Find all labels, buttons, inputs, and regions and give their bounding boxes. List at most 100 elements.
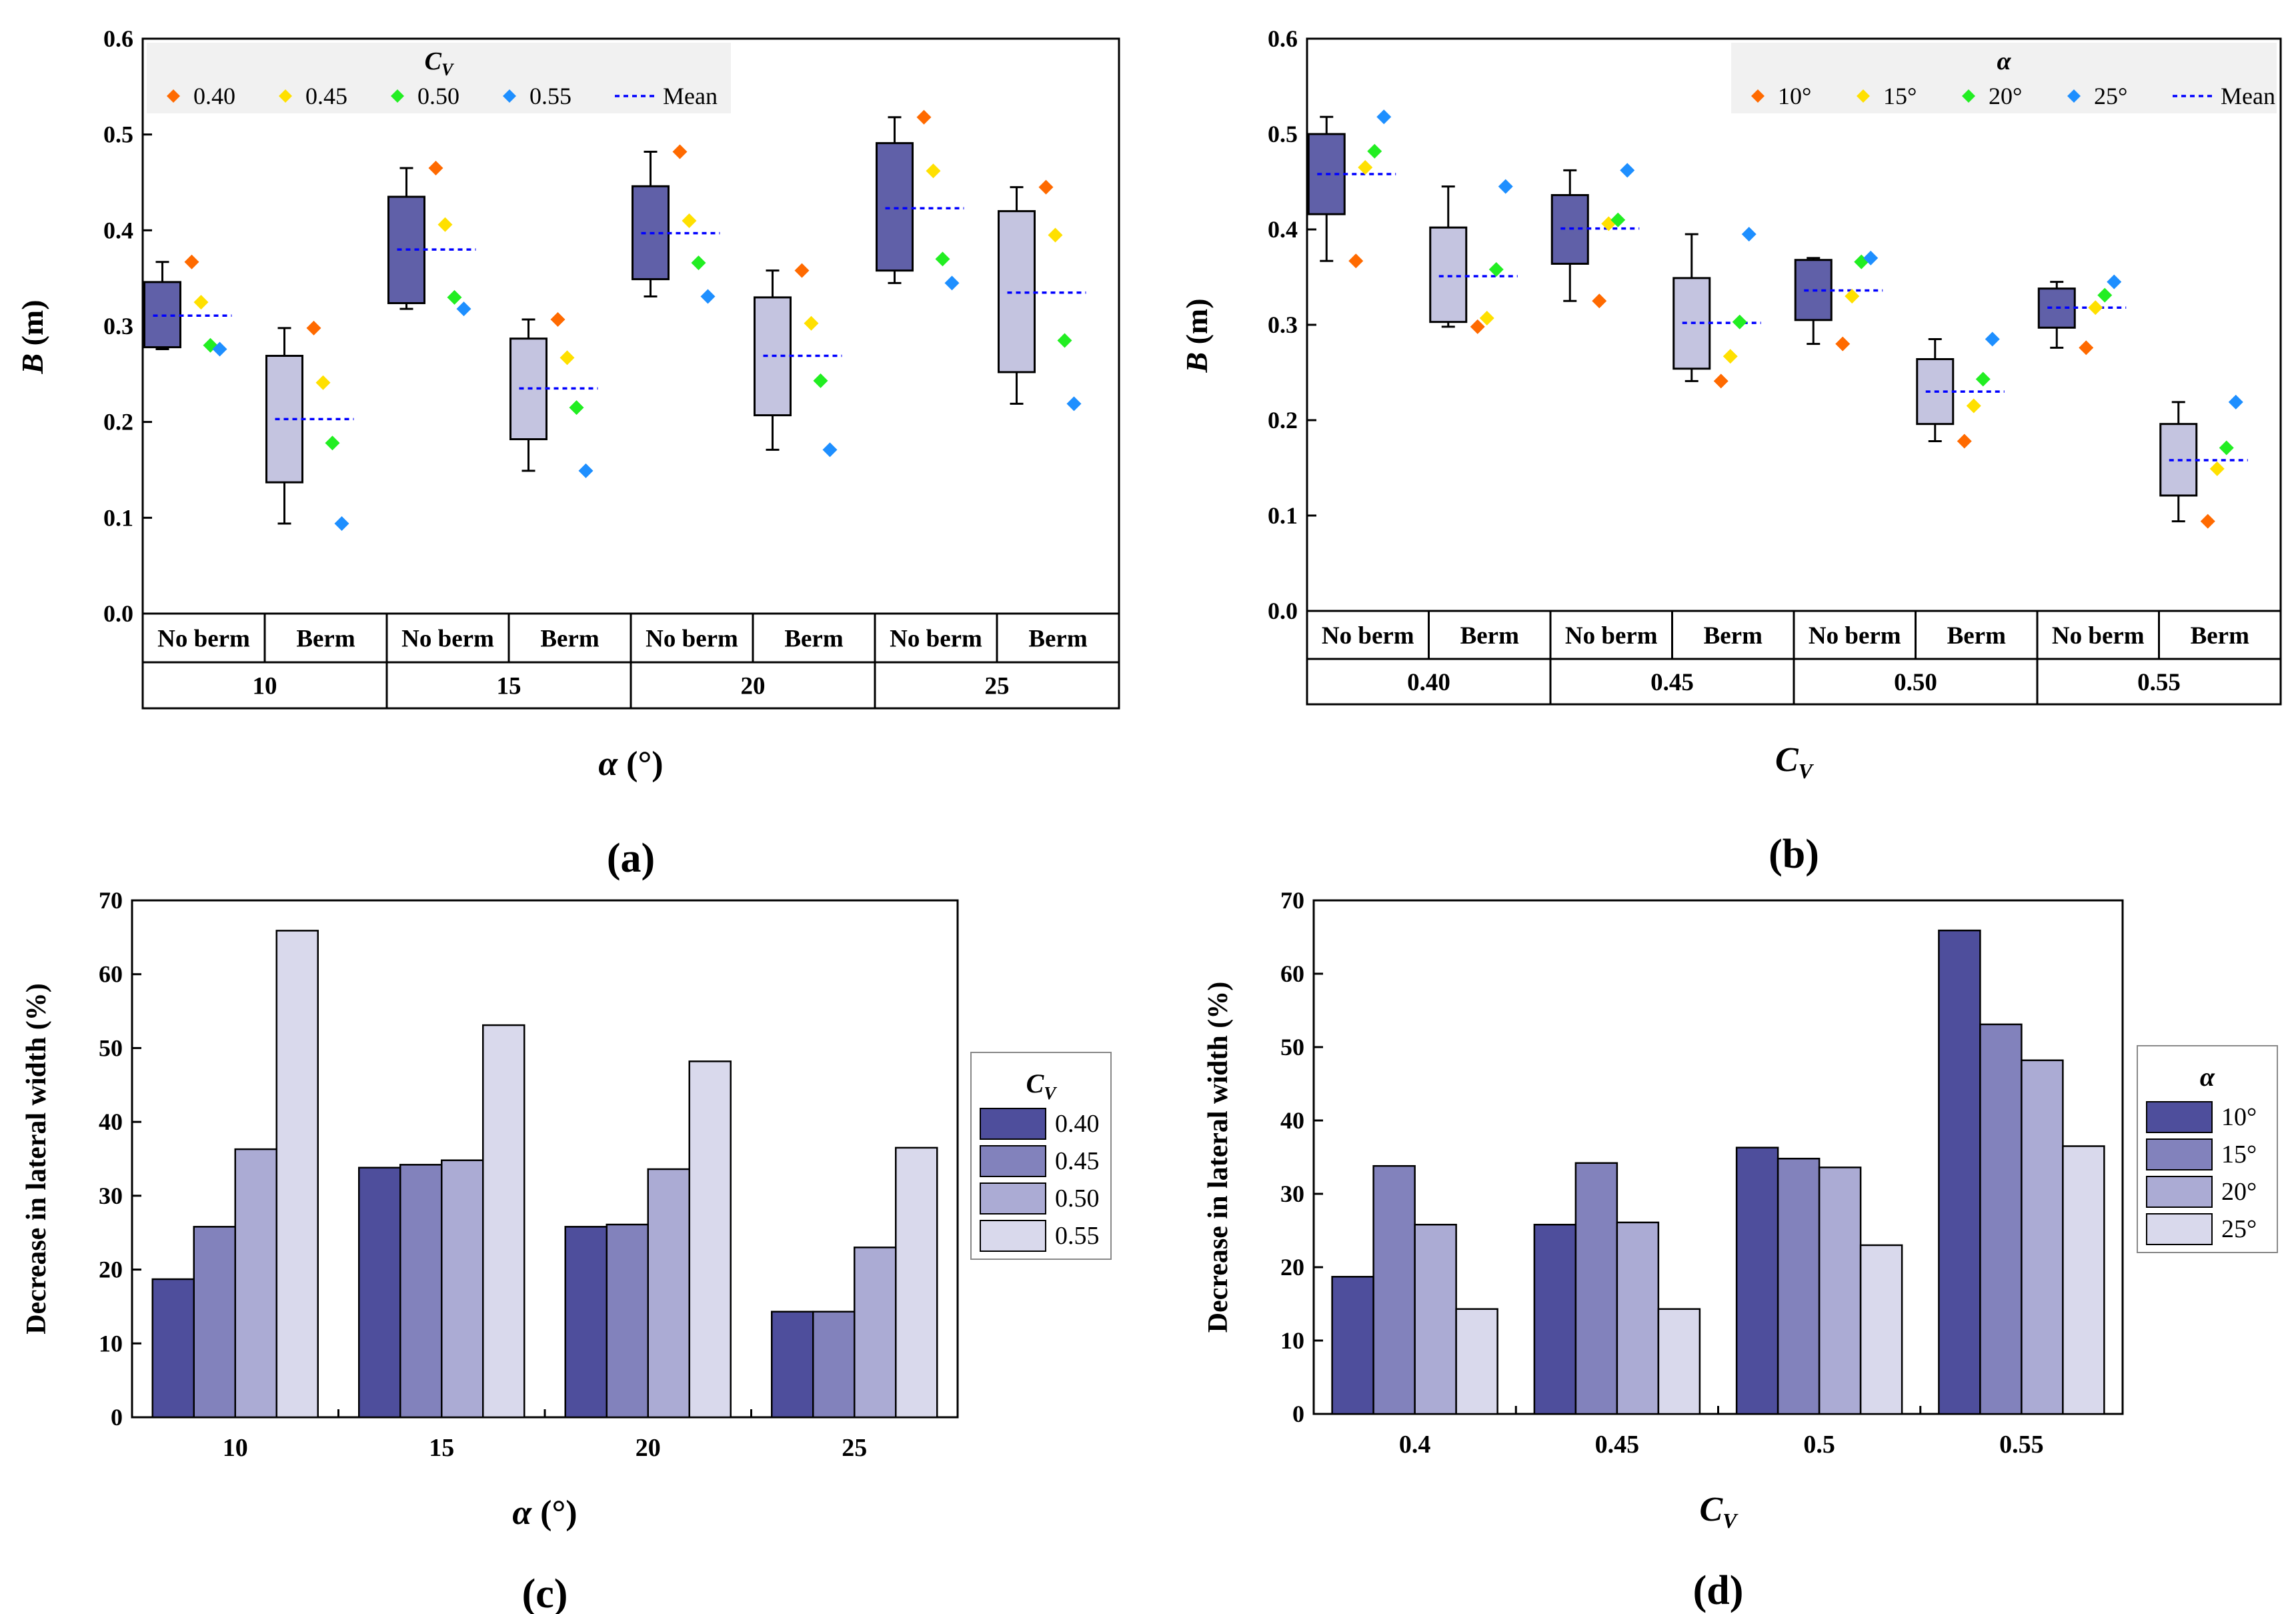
bar-0.45-25° [1657, 1308, 1701, 1415]
data-point [926, 163, 941, 179]
bar-15-0.55 [482, 1024, 525, 1419]
y-tick-label: 0.4 [103, 217, 133, 243]
legend-entry: 0.55 [529, 83, 571, 109]
legend-marker [1751, 89, 1765, 103]
data-point [813, 373, 828, 388]
bar-20-0.55 [688, 1060, 732, 1419]
x-tick-label: 0.45 [1595, 1431, 1640, 1459]
data-point [672, 144, 688, 159]
bar-0.4-15° [1372, 1164, 1416, 1415]
data-point [2097, 287, 2113, 303]
data-point [2219, 440, 2234, 456]
legend-entry: 15° [1883, 83, 1917, 109]
x-axis-label-a: α (°) [598, 745, 663, 783]
data-point [447, 289, 462, 305]
bar-0.4-20° [1414, 1223, 1457, 1415]
legend-swatch [2146, 1176, 2213, 1208]
x-tick-label: 20 [636, 1434, 661, 1462]
panel-label-b: (b) [1769, 832, 1819, 877]
bar-20-0.40 [564, 1226, 608, 1419]
subgroup-label: No berm [1565, 622, 1658, 650]
x-axis-label-b: CV [1775, 741, 1815, 783]
y-tick-label: 0.2 [103, 409, 133, 436]
data-point [1488, 262, 1504, 277]
y-tick-label: 0.1 [1268, 502, 1298, 529]
legend-entry: 10° [1778, 83, 1811, 109]
data-point [559, 350, 575, 365]
data-point [212, 341, 227, 357]
bar-25-0.40 [771, 1311, 814, 1419]
bar-0.5-10° [1735, 1146, 1779, 1415]
x-axis-label-d: CV [1699, 1491, 1739, 1533]
panel-label-a: (a) [607, 836, 655, 881]
subgroup-label: No berm [157, 626, 250, 653]
y-tick-label: 30 [99, 1182, 123, 1209]
data-point [456, 301, 471, 317]
data-point [2079, 340, 2094, 355]
y-tick-label: 10 [1280, 1327, 1304, 1354]
group-label: 0.40 [1407, 669, 1450, 696]
legend-entry: 0.45 [305, 83, 347, 109]
data-point [1863, 250, 1879, 265]
y-tick-label: 60 [99, 961, 123, 988]
data-point [1835, 336, 1851, 351]
bar-0.45-20° [1616, 1221, 1660, 1415]
legend-entry: 25° [2221, 1215, 2257, 1243]
data-point [1610, 212, 1626, 227]
data-point [1348, 253, 1364, 269]
legend-title-b: α [1997, 47, 2011, 75]
data-point [1592, 293, 1607, 309]
subgroup-label: Berm [296, 626, 355, 653]
bar-0.4-10° [1331, 1276, 1374, 1415]
data-point [1470, 319, 1485, 334]
bar-0.4-25° [1455, 1308, 1498, 1415]
y-tick-label: 0.2 [1268, 407, 1298, 434]
legend-entry: 15° [2221, 1140, 2257, 1168]
data-point [1498, 179, 1513, 194]
bar-10-0.55 [275, 930, 319, 1419]
legend-swatch [980, 1108, 1046, 1140]
box-25-noberm [876, 142, 914, 272]
data-point [1975, 371, 1991, 387]
subgroup-label: No berm [401, 626, 494, 653]
bar-0.45-10° [1533, 1223, 1577, 1415]
legend-marker [167, 89, 180, 103]
data-point [916, 109, 932, 125]
data-point [822, 442, 838, 458]
y-tick-label: 20 [99, 1257, 123, 1283]
data-point [1966, 398, 1981, 414]
y-tick-label: 0.3 [1268, 311, 1298, 338]
legend-entry: 20° [1989, 83, 2022, 109]
data-point [334, 516, 349, 531]
y-tick-label: 0.5 [103, 121, 133, 148]
data-point [1732, 314, 1747, 329]
y-tick-label: 50 [1280, 1034, 1304, 1060]
data-point [1957, 434, 1972, 449]
legend-swatch [980, 1220, 1046, 1252]
x-axis-label-c: α (°) [512, 1494, 577, 1532]
panel-label-c: (c) [522, 1571, 568, 1614]
y-tick-label: 0 [111, 1404, 123, 1431]
legend-box-b [1731, 43, 2277, 113]
subgroup-label: No berm [646, 626, 738, 653]
bar-0.55-20° [2021, 1059, 2064, 1415]
legend-title-a: CV [425, 47, 455, 79]
group-label: 25 [985, 673, 1010, 700]
bar-0.55-25° [2062, 1145, 2105, 1415]
data-point [700, 289, 716, 304]
data-point [1741, 227, 1757, 242]
data-point [2200, 514, 2215, 529]
subgroup-label: Berm [2191, 622, 2250, 650]
data-point [691, 255, 706, 271]
group-label: 10 [253, 673, 277, 700]
y-tick-label: 0.4 [1268, 216, 1298, 243]
bar-20-0.45 [606, 1223, 649, 1419]
bar-0.55-15° [1979, 1023, 2023, 1415]
bar-20-0.50 [647, 1168, 690, 1419]
bar-0.55-10° [1938, 929, 1981, 1415]
y-tick-label: 60 [1280, 960, 1304, 987]
legend-entry: 0.50 [417, 83, 459, 109]
y-tick-label: 10 [99, 1330, 123, 1357]
x-tick-label: 15 [429, 1434, 454, 1462]
